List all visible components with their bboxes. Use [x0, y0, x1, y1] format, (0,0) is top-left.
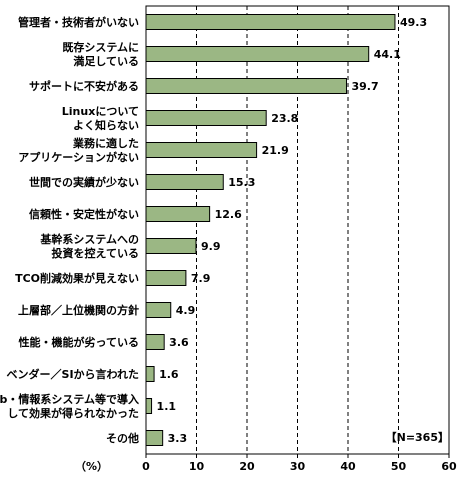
category-label: 性能・機能が劣っている: [19, 335, 139, 349]
bar-value-label: 4.9: [176, 304, 196, 317]
bar-value-label: 7.9: [191, 272, 211, 285]
bar-value-label: 12.6: [215, 208, 242, 221]
sample-size-note: 【N=365】: [386, 431, 449, 444]
bar-value-label: 44.1: [374, 48, 401, 61]
category-label: サポートに不安がある: [29, 79, 139, 93]
bar: [145, 14, 396, 30]
x-tick-label: 50: [391, 460, 407, 473]
category-label: 基幹系システムへの投資を控えている: [39, 232, 139, 260]
x-tick-label: 30: [290, 460, 306, 473]
x-axis-ticks: 0 10 20 30 40 50 60: [142, 454, 457, 473]
bar-value-label: 3.3: [168, 432, 188, 445]
bar-value-label: 3.6: [169, 336, 189, 349]
category-label: その他: [106, 431, 139, 445]
x-axis-unit-label: （%）: [75, 460, 108, 473]
bar: [145, 398, 153, 414]
bar-value-label: 1.1: [157, 400, 177, 413]
category-label: 既存システムに満足している: [62, 40, 139, 68]
x-tick-label: 40: [340, 460, 356, 473]
bar-value-label: 23.8: [271, 112, 298, 125]
bar: [145, 174, 224, 190]
bar-value-label: 39.7: [351, 80, 378, 93]
bar: [145, 270, 187, 286]
category-label: ベンダー／SIから言われた: [7, 367, 139, 381]
x-tick-label: 10: [189, 460, 205, 473]
category-label: 世間での実績が少ない: [29, 175, 139, 189]
bar: [145, 110, 267, 126]
bar: [145, 238, 197, 254]
x-tick-label: 0: [142, 460, 150, 473]
category-label: 管理者・技術者がいない: [18, 15, 139, 29]
bar: [145, 366, 155, 382]
x-tick-label: 20: [239, 460, 255, 473]
category-label: 業務に適したアプリケーションがない: [18, 136, 139, 164]
bar: [145, 78, 347, 94]
bar: [145, 334, 165, 350]
category-label: 信頼性・安定性がない: [29, 207, 139, 221]
category-label: TCO削減効果が見えない: [15, 271, 139, 285]
plot-frame: [145, 5, 450, 455]
bar: [145, 430, 164, 446]
x-tick-label: 60: [441, 460, 457, 473]
bar: [145, 46, 370, 62]
bar: [145, 206, 211, 222]
grid-lines: [196, 6, 399, 454]
category-label: 上層部／上位機関の方針: [18, 303, 139, 317]
value-labels: 49.3 44.1 39.7 23.8 21.9 15.3 12.6 9.9 7.9 4.9 3.6…: [157, 16, 428, 445]
bar: [145, 142, 258, 158]
bar-value-label: 9.9: [201, 240, 221, 253]
bar-value-label: 1.6: [159, 368, 179, 381]
category-label: Web・情報系システム等で導入して効果が得られなかった: [0, 392, 139, 420]
bar-value-label: 15.3: [228, 176, 255, 189]
bar-value-label: 49.3: [400, 16, 427, 29]
bar-value-label: 21.9: [262, 144, 289, 157]
bar: [145, 302, 172, 318]
category-label: Linuxについてよく知らない: [62, 105, 139, 132]
